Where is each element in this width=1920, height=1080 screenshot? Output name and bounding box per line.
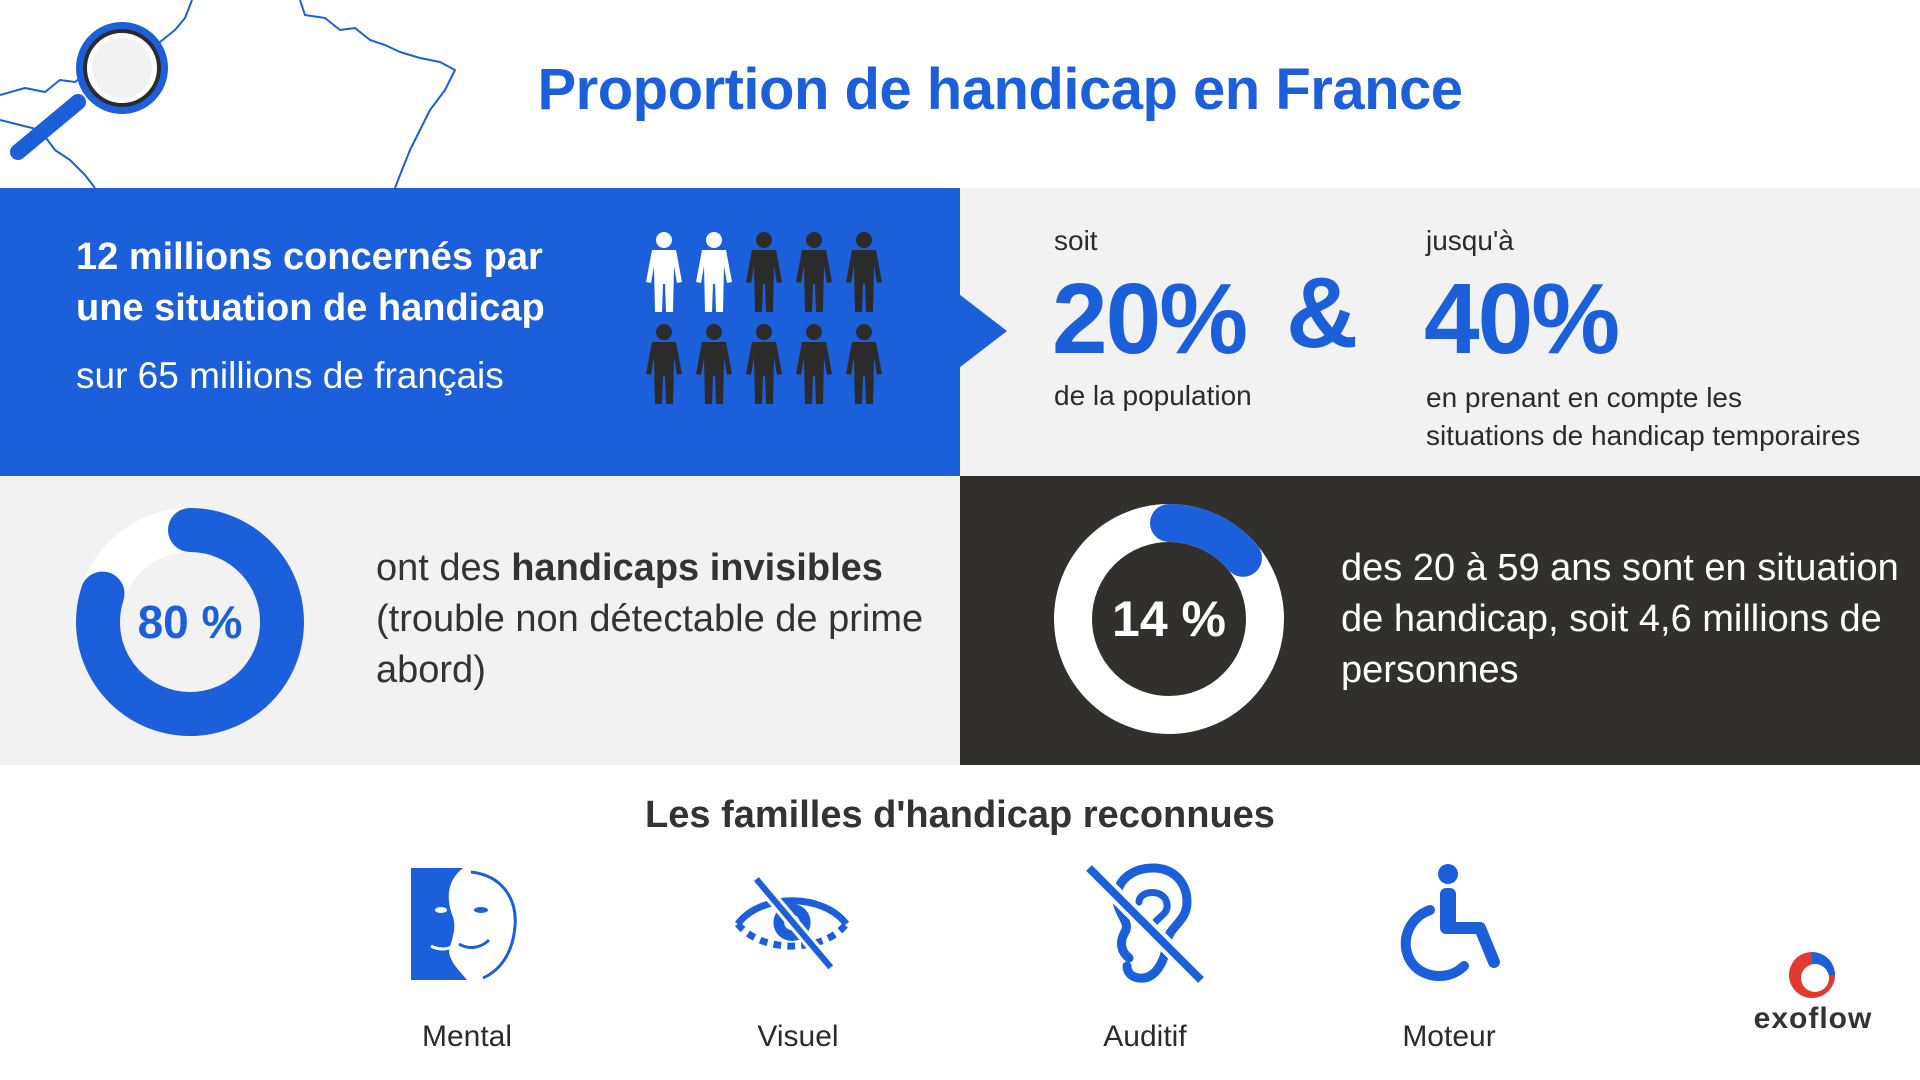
temporary-label-line2: situations de handicap temporaires xyxy=(1426,420,1861,451)
donut-label: 80 % xyxy=(138,596,243,648)
people-pictogram xyxy=(646,232,882,404)
family-label-visuel: Visuel xyxy=(757,1020,839,1053)
person-icon xyxy=(746,232,782,312)
concerned-headline-line1: 12 millions concernés par xyxy=(76,236,543,278)
magnifying-glass-icon xyxy=(10,22,168,160)
person-icon xyxy=(846,324,882,404)
exoflow-logo-text: exoflow xyxy=(1753,1002,1873,1035)
person-icon xyxy=(796,232,832,312)
donut-value-arc xyxy=(76,508,304,736)
person-icon xyxy=(646,324,682,404)
jusqua-label: jusqu'à xyxy=(1426,225,1514,256)
population-label: de la population xyxy=(1054,380,1252,411)
invisible-text-before: ont des xyxy=(376,547,512,589)
family-label-auditif: Auditif xyxy=(1103,1020,1187,1053)
hearing-impairment-ear-icon xyxy=(1083,862,1207,986)
age-group-donut: 14 % xyxy=(1054,504,1284,734)
age-group-text: des 20 à 59 ans sont en situation de han… xyxy=(1341,547,1899,691)
person-icon-highlighted xyxy=(696,232,732,312)
visual-impairment-eye-icon xyxy=(734,875,850,972)
person-icon xyxy=(746,324,782,404)
page-title: Proportion de handicap en France xyxy=(537,57,1463,122)
invisible-text-after: (trouble non détectable de prime abord) xyxy=(376,598,924,691)
population-percentage: 20% xyxy=(1052,263,1248,375)
person-icon xyxy=(846,232,882,312)
concerned-headline-line2: une situation de handicap xyxy=(76,287,545,329)
person-icon xyxy=(796,324,832,404)
temporary-percentage: 40% xyxy=(1424,263,1620,375)
family-label-moteur: Moteur xyxy=(1402,1020,1496,1053)
donut-value-arc xyxy=(1150,504,1262,577)
invisible-handicap-donut: 80 % xyxy=(76,508,304,736)
invisible-text-bold: handicaps invisibles xyxy=(511,547,883,589)
wheelchair-icon xyxy=(1400,864,1500,981)
ampersand: & xyxy=(1286,257,1359,369)
arrow-pointer xyxy=(955,291,1007,371)
donut-label: 14 % xyxy=(1112,591,1226,647)
mental-face-icon xyxy=(411,868,523,980)
soit-label: soit xyxy=(1054,225,1098,256)
person-icon xyxy=(696,324,732,404)
person-icon-highlighted xyxy=(646,232,682,312)
concerned-subtitle: sur 65 millions de français xyxy=(76,355,504,396)
family-label-mental: Mental xyxy=(421,1020,513,1053)
concerned-panel xyxy=(0,188,960,476)
families-title: Les familles d'handicap reconnues xyxy=(645,794,1275,836)
percentage-panel xyxy=(960,188,1920,476)
invisible-handicap-text: ont des handicaps invisibles (trouble non… xyxy=(376,543,936,696)
exoflow-logo-icon xyxy=(1789,952,1835,998)
temporary-label-line1: en prenant en compte les xyxy=(1426,382,1742,413)
